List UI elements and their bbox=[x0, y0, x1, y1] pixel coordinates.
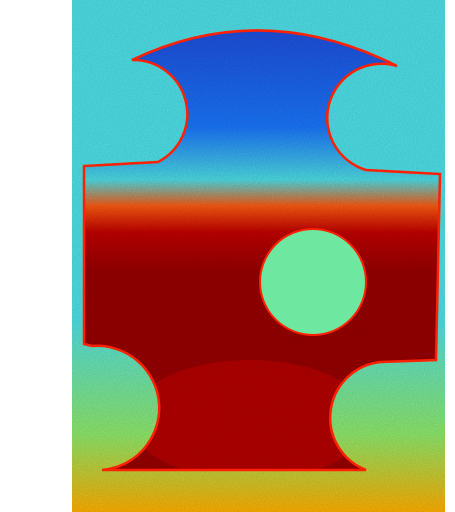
specimen-edge bbox=[82, 29, 442, 472]
hot-spot-region bbox=[130, 360, 370, 471]
central-hole-edge bbox=[259, 228, 367, 336]
central-hole bbox=[260, 229, 366, 335]
